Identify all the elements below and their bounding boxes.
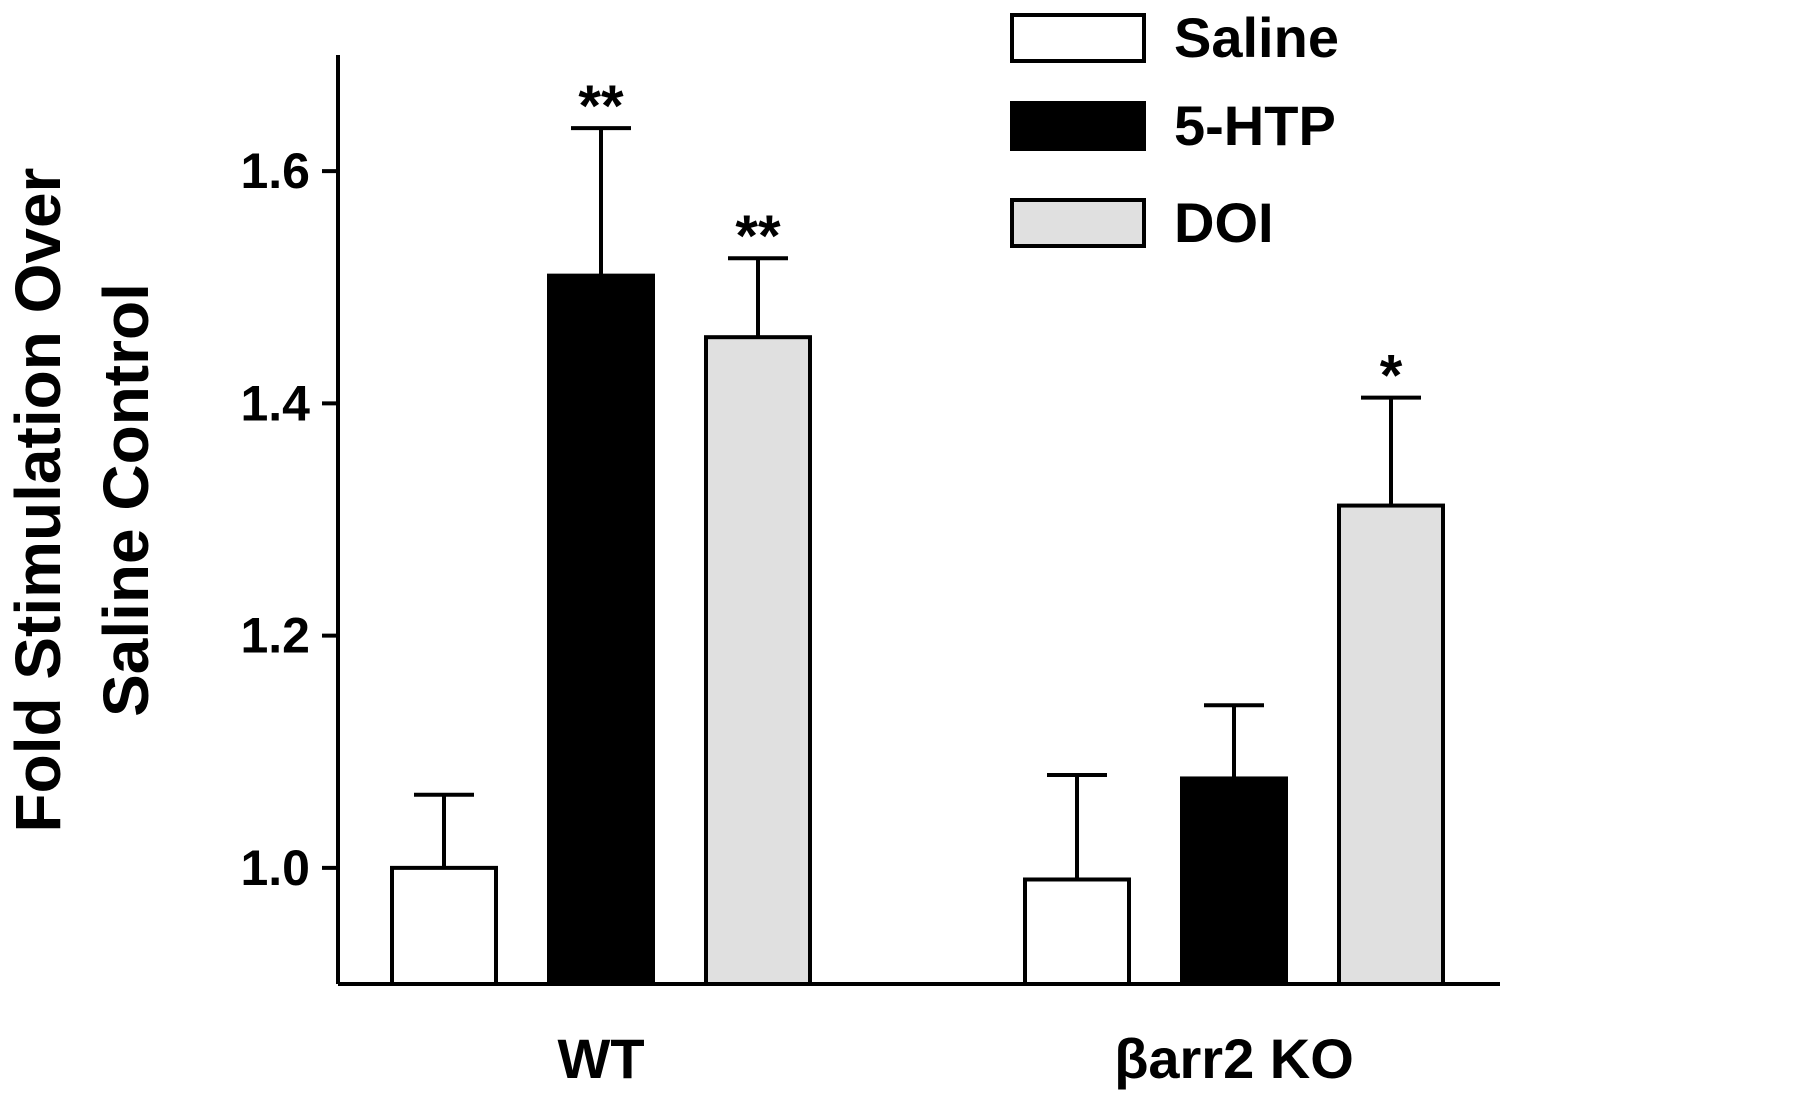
y-tick-label: 1.2	[240, 608, 310, 664]
bar	[547, 273, 655, 986]
legend-swatch	[1010, 198, 1146, 248]
bar	[390, 865, 498, 986]
legend-label: 5-HTP	[1174, 94, 1336, 157]
legend-swatch	[1010, 101, 1146, 151]
y-tick-label: 1.4	[240, 375, 310, 431]
significance-marker: **	[735, 204, 781, 269]
y-axis-title: Fold Stimulation Over Saline Control	[2, 168, 162, 833]
bar	[1180, 776, 1288, 986]
significance-marker: **	[578, 74, 624, 139]
y-tick-label: 1.6	[240, 143, 310, 199]
x-category-label: βarr2 KO	[1114, 1027, 1354, 1090]
bar	[704, 335, 812, 986]
y-axis-title-line-1: Fold Stimulation Over	[2, 168, 74, 833]
bar	[1337, 503, 1445, 986]
x-category-label: WT	[557, 1027, 644, 1090]
plot-area: 1.01.21.41.6*****WT βarr2 KO	[240, 55, 1500, 1090]
significance-marker: *	[1380, 344, 1403, 409]
y-tick-label: 1.0	[240, 840, 310, 896]
y-axis-title-line-2: Saline Control	[90, 283, 162, 717]
legend-label: Saline	[1174, 6, 1339, 69]
legend-swatch	[1010, 13, 1146, 63]
bar	[1023, 877, 1131, 986]
legend: Saline 5-HTP DOI	[1010, 6, 1339, 254]
legend-label: DOI	[1174, 191, 1274, 254]
